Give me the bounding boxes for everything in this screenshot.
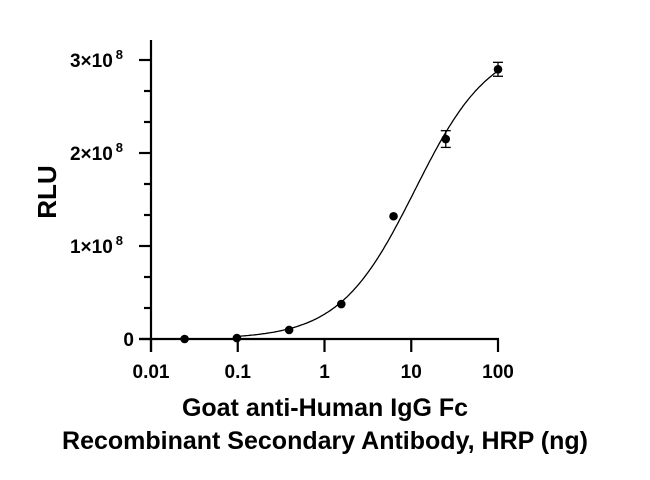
- data-point: [493, 65, 503, 74]
- y-tick-label: 1×10 8: [70, 233, 123, 258]
- y-axis-title: RLU: [32, 165, 62, 218]
- x-axis-title-line1: Goat anti-Human IgG Fc: [181, 394, 469, 422]
- x-tick-label: 0.1: [225, 362, 252, 383]
- x-tick-label: 1: [319, 362, 330, 383]
- x-axis: 0.01 0.1 1 10 100: [133, 337, 514, 383]
- data-point: [389, 211, 398, 221]
- y-axis: 0 1×10 8 2×10 8 3×10 8: [70, 40, 153, 352]
- y-tick-label: 2×10 8: [70, 140, 123, 165]
- y-tick-label: 3×10 8: [70, 47, 123, 72]
- x-tick-label: 0.01: [133, 362, 170, 383]
- data-point: [441, 134, 451, 144]
- x-tick-label: 10: [401, 362, 422, 383]
- data-points: [180, 61, 503, 344]
- x-tick-label: 100: [482, 362, 514, 383]
- data-point: [337, 299, 346, 309]
- x-axis-title-line2: Recombinant Secondary Antibody, HRP (ng): [62, 427, 588, 455]
- data-point: [180, 334, 189, 344]
- y-tick-label: 0: [123, 330, 134, 351]
- data-point: [232, 333, 242, 343]
- data-point: [284, 325, 294, 335]
- fit-curve: [237, 70, 499, 337]
